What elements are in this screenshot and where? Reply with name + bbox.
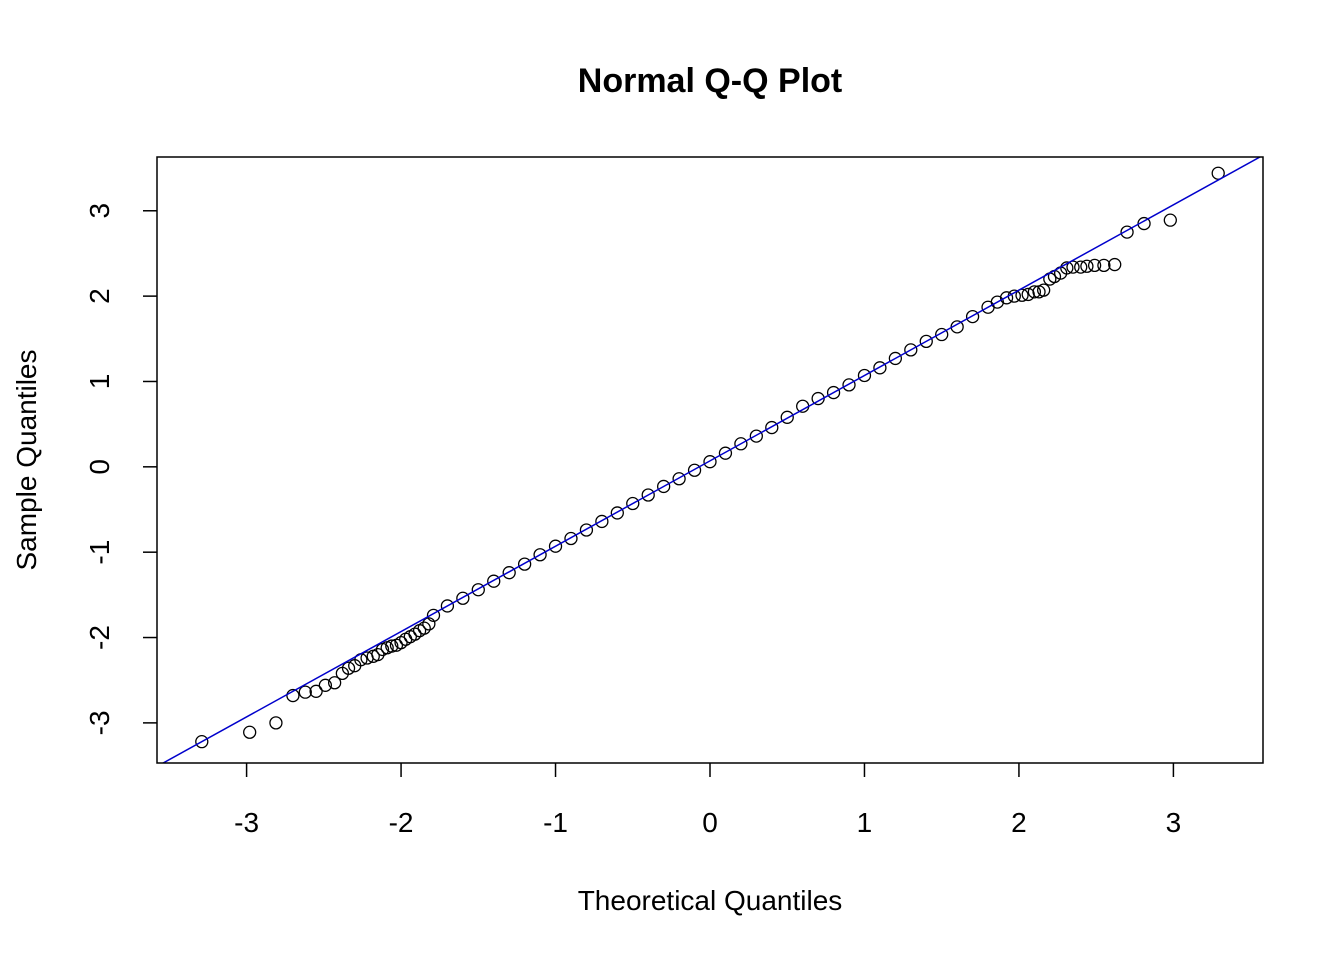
data-point: [533, 548, 547, 562]
data-point: [243, 725, 257, 739]
x-tick-label: 1: [857, 807, 873, 838]
x-tick-label: 0: [702, 807, 718, 838]
data-point: [1097, 258, 1111, 273]
data-point: [1120, 225, 1134, 239]
x-tick-label: -3: [234, 807, 259, 838]
data-point: [327, 676, 342, 690]
data-point: [286, 688, 300, 703]
data-point: [734, 437, 748, 451]
data-point: [318, 678, 333, 692]
data-point: [718, 446, 733, 460]
data-point: [888, 351, 903, 366]
y-tick-label: -3: [84, 710, 115, 735]
data-point: [826, 385, 841, 400]
data-point: [765, 420, 779, 435]
data-point: [595, 514, 609, 529]
x-tick-label: 2: [1011, 807, 1027, 838]
data-point: [873, 361, 887, 375]
data-point: [703, 455, 717, 469]
data-point: [965, 309, 980, 324]
data-point: [749, 429, 763, 443]
data-point: [1027, 285, 1042, 299]
y-axis: -3 -2 -1 0 1 2 3: [84, 203, 157, 735]
x-axis: -3 -2 -1 0 1 2 3: [234, 763, 1181, 838]
data-point: [780, 410, 794, 424]
plot-area: [161, 157, 1262, 763]
data-point: [309, 684, 323, 698]
y-tick-label: 3: [84, 203, 115, 219]
data-point: [517, 557, 532, 571]
data-point: [1163, 213, 1177, 227]
data-point: [1087, 258, 1102, 273]
data-point: [417, 621, 431, 635]
data-point: [904, 343, 918, 357]
data-point: [1060, 261, 1074, 275]
data-point: [341, 661, 356, 675]
data-point: [456, 591, 470, 605]
reference-line: [161, 157, 1262, 763]
data-point: [548, 539, 563, 553]
data-point: [610, 506, 624, 520]
data-point: [408, 627, 422, 641]
data-point: [626, 496, 640, 511]
y-tick-label: 0: [84, 459, 115, 475]
data-point: [564, 531, 578, 546]
data-point: [935, 327, 949, 342]
x-axis-label: Theoretical Quantiles: [578, 885, 843, 916]
data-point: [502, 566, 516, 580]
data-point: [919, 334, 933, 349]
data-point: [487, 574, 501, 588]
y-axis-label: Sample Quantiles: [11, 349, 42, 570]
data-point: [426, 608, 441, 622]
x-tick-label: -2: [389, 807, 414, 838]
data-point: [857, 368, 872, 383]
data-point: [1108, 257, 1122, 272]
x-tick-label: -1: [543, 807, 568, 838]
data-point: [440, 599, 455, 613]
data-point: [195, 735, 209, 749]
data-point: [394, 636, 408, 650]
data-point: [385, 639, 399, 653]
y-tick-label: -1: [84, 540, 115, 565]
data-point: [1037, 283, 1051, 297]
data-point: [371, 647, 385, 662]
y-tick-label: -2: [84, 625, 115, 650]
y-tick-label: 1: [84, 374, 115, 390]
data-point: [269, 716, 283, 730]
data-point: [999, 291, 1014, 305]
chart-title: Normal Q-Q Plot: [578, 62, 842, 100]
x-tick-label: 3: [1166, 807, 1182, 838]
data-point: [687, 463, 702, 477]
data-point: [1080, 259, 1094, 273]
plot-frame: [156, 156, 1264, 764]
data-point: [641, 488, 655, 502]
data-point: [298, 685, 312, 699]
data-point: [471, 583, 485, 597]
data-point: [842, 378, 856, 392]
y-tick-label: 2: [84, 288, 115, 304]
data-point: [672, 472, 686, 486]
data-point: [1074, 260, 1088, 274]
data-point: [657, 479, 671, 494]
data-point: [579, 523, 594, 537]
data-point: [422, 617, 436, 631]
